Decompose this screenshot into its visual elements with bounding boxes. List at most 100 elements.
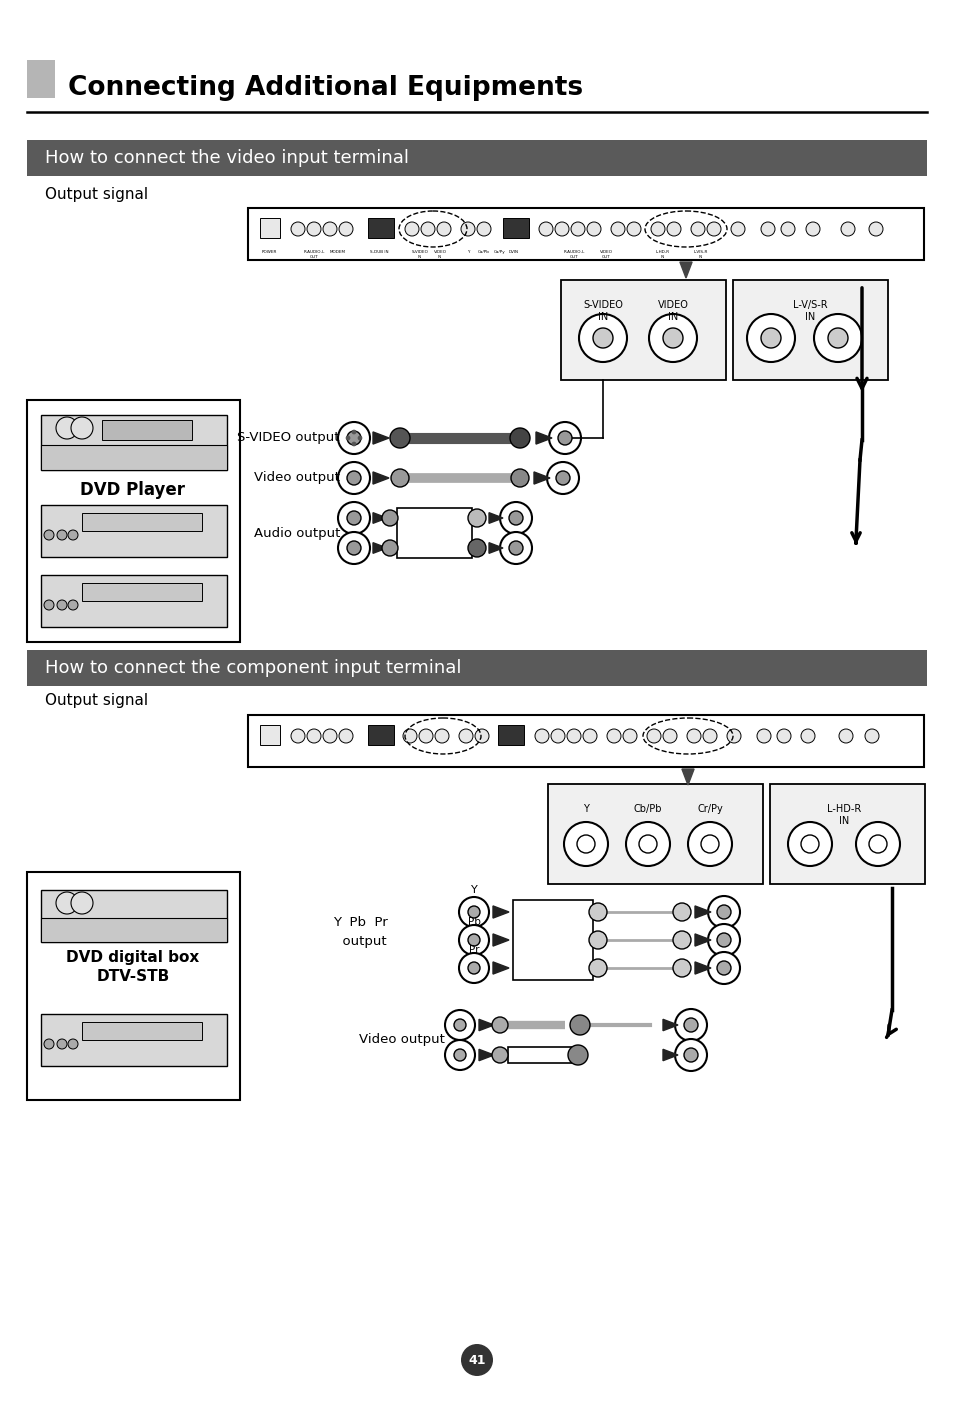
Circle shape — [468, 539, 485, 558]
Circle shape — [588, 932, 606, 948]
Circle shape — [675, 1040, 706, 1070]
Bar — [41, 504, 227, 558]
Bar — [102, 420, 192, 440]
Bar — [41, 918, 227, 941]
Bar — [560, 280, 725, 380]
Circle shape — [44, 1040, 54, 1049]
Circle shape — [672, 904, 690, 920]
Circle shape — [347, 511, 360, 525]
Circle shape — [402, 729, 416, 743]
Bar — [27, 140, 926, 177]
Circle shape — [717, 961, 730, 975]
Circle shape — [468, 509, 485, 527]
Circle shape — [68, 1040, 78, 1049]
Circle shape — [707, 953, 740, 984]
Circle shape — [622, 729, 637, 743]
Circle shape — [717, 905, 730, 919]
Circle shape — [588, 904, 606, 920]
Circle shape — [444, 1040, 475, 1070]
Circle shape — [827, 328, 847, 347]
Polygon shape — [534, 472, 550, 485]
Circle shape — [855, 822, 899, 866]
Polygon shape — [489, 513, 502, 524]
Text: How to connect the video input terminal: How to connect the video input terminal — [45, 149, 409, 167]
Circle shape — [556, 471, 569, 485]
Circle shape — [760, 328, 781, 347]
Circle shape — [746, 314, 794, 361]
Text: L-HD-R
IN: L-HD-R IN — [656, 249, 669, 259]
Circle shape — [509, 511, 522, 525]
Text: S-DUB IN: S-DUB IN — [370, 249, 388, 254]
Bar — [248, 207, 923, 261]
Bar — [497, 724, 523, 745]
Circle shape — [781, 221, 794, 235]
Circle shape — [390, 427, 410, 448]
Text: S-VIDEO output: S-VIDEO output — [237, 432, 339, 444]
Text: L-V/S-R
IN: L-V/S-R IN — [792, 300, 826, 322]
Bar — [396, 509, 472, 558]
Circle shape — [648, 314, 697, 361]
Text: S-VIDEO
IN: S-VIDEO IN — [411, 249, 428, 259]
Circle shape — [499, 532, 532, 565]
Circle shape — [546, 462, 578, 495]
Circle shape — [577, 835, 595, 853]
Circle shape — [381, 510, 397, 525]
Circle shape — [868, 835, 886, 853]
Circle shape — [57, 1040, 67, 1049]
Circle shape — [381, 539, 397, 556]
Text: R-AUDIO-L
OUT: R-AUDIO-L OUT — [303, 249, 324, 259]
Text: DVD digital box
DTV-STB: DVD digital box DTV-STB — [67, 950, 199, 985]
Circle shape — [776, 729, 790, 743]
Circle shape — [672, 932, 690, 948]
Text: R-AUDIO-L
OUT: R-AUDIO-L OUT — [562, 249, 584, 259]
Circle shape — [558, 432, 572, 446]
Text: How to connect the component input terminal: How to connect the component input termi… — [45, 658, 461, 677]
Polygon shape — [373, 432, 389, 444]
Circle shape — [476, 221, 491, 235]
Bar — [27, 401, 240, 642]
Circle shape — [337, 532, 370, 565]
Circle shape — [639, 835, 657, 853]
Circle shape — [610, 221, 624, 235]
Polygon shape — [662, 1020, 678, 1031]
Polygon shape — [373, 513, 387, 524]
Circle shape — [511, 469, 529, 488]
Polygon shape — [373, 542, 387, 553]
Bar — [27, 650, 926, 686]
Circle shape — [357, 436, 361, 440]
Polygon shape — [478, 1020, 494, 1031]
Bar — [368, 219, 394, 238]
Circle shape — [499, 502, 532, 534]
Text: DVD Player: DVD Player — [80, 481, 185, 499]
Bar — [368, 724, 394, 745]
Bar — [41, 574, 227, 628]
Circle shape — [454, 1049, 465, 1061]
Circle shape — [566, 729, 580, 743]
Circle shape — [323, 221, 336, 235]
Circle shape — [672, 960, 690, 976]
Bar — [82, 1021, 202, 1040]
Circle shape — [571, 221, 584, 235]
Circle shape — [346, 436, 350, 440]
Circle shape — [458, 897, 489, 927]
Circle shape — [555, 221, 568, 235]
Circle shape — [454, 1019, 465, 1031]
Circle shape — [662, 729, 677, 743]
Circle shape — [582, 729, 597, 743]
Circle shape — [841, 221, 854, 235]
Circle shape — [323, 729, 336, 743]
Circle shape — [347, 541, 360, 555]
Circle shape — [468, 906, 479, 918]
Circle shape — [435, 729, 449, 743]
Circle shape — [405, 221, 418, 235]
Circle shape — [686, 729, 700, 743]
Text: Cr/Py: Cr/Py — [697, 804, 722, 814]
Bar — [27, 871, 240, 1100]
Polygon shape — [695, 934, 710, 946]
Circle shape — [44, 600, 54, 609]
Circle shape — [868, 221, 882, 235]
Circle shape — [338, 729, 353, 743]
Circle shape — [509, 541, 522, 555]
Text: Cb/Pb: Cb/Pb — [633, 804, 661, 814]
Circle shape — [71, 892, 92, 913]
